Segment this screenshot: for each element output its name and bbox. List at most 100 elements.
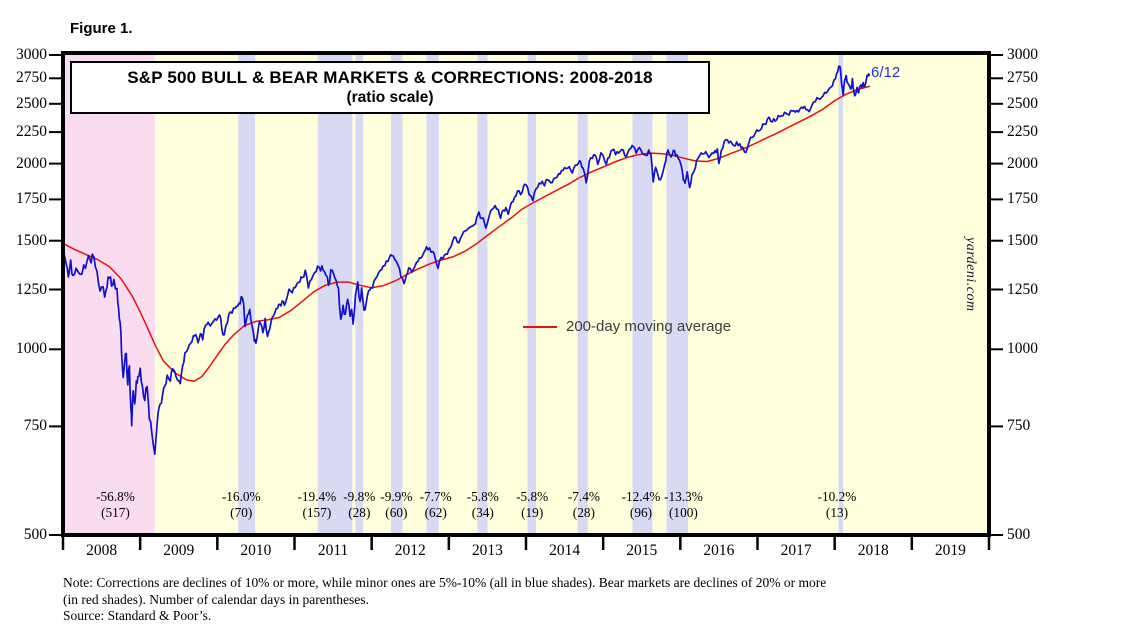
correction-shade-band — [426, 55, 439, 535]
decline-days: (28) — [572, 504, 595, 520]
correction-shade-band — [632, 55, 653, 535]
decline-percent: -5.8% — [516, 489, 549, 504]
y-axis-label-right: 1250 — [1007, 280, 1038, 298]
decline-percent: -9.8% — [343, 489, 376, 504]
price-line — [62, 65, 871, 456]
x-axis-year-label: 2012 — [394, 542, 426, 559]
plot-background — [63, 55, 989, 535]
note-line-3: Source: Standard & Poor’s. — [63, 608, 212, 623]
decline-percent: -10.2% — [817, 489, 857, 504]
x-axis-year-label: 2017 — [780, 542, 812, 559]
footnotes: Note: Corrections are declines of 10% or… — [63, 575, 826, 625]
y-axis-label-left: 1500 — [16, 231, 47, 249]
correction-shade-band — [477, 55, 488, 535]
x-axis-year-label: 2013 — [471, 542, 503, 559]
decline-percent: -5.8% — [466, 489, 499, 504]
figure-label: Figure 1. — [70, 20, 133, 37]
y-axis-label-right: 1500 — [1007, 231, 1038, 249]
y-axis-label-right: 2500 — [1007, 94, 1038, 112]
last-point-date-label: 6/12 — [871, 64, 901, 81]
y-axis-label-right: 2000 — [1007, 154, 1038, 172]
y-axis-label-right: 750 — [1007, 417, 1031, 435]
chart-title-box: S&P 500 BULL & BEAR MARKETS & CORRECTION… — [70, 61, 710, 114]
decline-days: (96) — [629, 504, 653, 520]
y-axis-label-left: 500 — [23, 526, 47, 543]
y-axis-label-right: 3000 — [1007, 46, 1038, 63]
note-line-2: (in red shades). Number of calendar days… — [63, 591, 369, 607]
x-axis-year-label: 2010 — [240, 542, 272, 559]
y-axis-label-left: 2750 — [16, 69, 47, 87]
chart-subtitle: (ratio scale) — [346, 89, 434, 106]
y-axis-label-right: 2750 — [1007, 69, 1038, 87]
decline-percent: -19.4% — [297, 489, 337, 504]
decline-days: (19) — [521, 504, 544, 520]
note-line-1: Note: Corrections are declines of 10% or… — [63, 575, 827, 590]
correction-label: -5.8% (19) — [484, 489, 580, 520]
watermark: yardeni.com — [963, 237, 978, 312]
moving-average-line — [62, 85, 871, 382]
legend: 200-day moving average — [523, 318, 731, 335]
decline-percent: -56.8% — [96, 489, 135, 504]
decline-days: (62) — [424, 504, 447, 520]
correction-shade-band — [317, 55, 353, 535]
x-axis-year-label: 2016 — [703, 542, 735, 559]
correction-label: -16.0% (70) — [193, 489, 289, 520]
y-axis-label-left: 3000 — [16, 46, 47, 63]
y-axis-label-left: 1000 — [16, 340, 47, 358]
decline-percent: -13.3% — [664, 489, 703, 504]
legend-line-swatch — [523, 325, 557, 328]
correction-label: -7.4% (28) — [536, 489, 632, 520]
y-axis-label-right: 500 — [1007, 526, 1031, 543]
x-axis-year-label: 2019 — [934, 542, 966, 559]
decline-days: (34) — [471, 504, 494, 520]
y-axis-label-left: 2250 — [16, 123, 47, 141]
chart-title: S&P 500 BULL & BEAR MARKETS & CORRECTION… — [127, 68, 653, 87]
y-axis-label-left: 2500 — [16, 94, 47, 112]
x-axis-year-label: 2008 — [86, 542, 118, 559]
correction-shade-band — [577, 55, 588, 535]
correction-label: -13.3% (100) — [635, 489, 731, 520]
correction-shade-band — [390, 55, 403, 535]
correction-shade-band — [666, 55, 689, 535]
correction-shade-band — [838, 55, 844, 535]
decline-days: (157) — [302, 504, 332, 520]
decline-days: (100) — [669, 504, 698, 520]
y-axis-label-left: 750 — [23, 417, 47, 435]
decline-days: (70) — [230, 504, 253, 520]
x-axis-year-label: 2011 — [317, 542, 349, 559]
correction-shade-band — [527, 55, 537, 535]
decline-percent: -12.4% — [621, 489, 661, 504]
decline-days: (60) — [385, 504, 408, 520]
decline-percent: -7.4% — [567, 489, 600, 504]
x-axis-year-label: 2014 — [549, 542, 581, 559]
bear-market-label: -56.8% (517) — [67, 489, 163, 520]
correction-label: -9.9% (60) — [348, 489, 444, 520]
y-axis-label-right: 2250 — [1007, 123, 1038, 141]
x-axis-year-label: 2018 — [857, 542, 889, 559]
correction-label: -12.4% (96) — [593, 489, 689, 520]
correction-label: -5.8% (34) — [435, 489, 531, 520]
correction-label: -9.8% (28) — [311, 489, 407, 520]
plot-frame — [61, 51, 991, 537]
correction-label: -19.4% (157) — [269, 489, 365, 520]
decline-days: (517) — [101, 504, 130, 520]
y-axis-label-left: 2000 — [16, 154, 47, 172]
y-axis-label-left: 1750 — [16, 190, 47, 208]
correction-label: -10.2% (13) — [789, 489, 885, 520]
decline-days: (28) — [348, 504, 371, 520]
x-axis-year-label: 2015 — [626, 542, 658, 559]
legend-label: 200-day moving average — [566, 318, 732, 335]
decline-percent: -9.9% — [380, 489, 413, 504]
decline-percent: -7.7% — [419, 489, 452, 504]
decline-percent: -16.0% — [221, 489, 261, 504]
bear-shade-band — [63, 55, 155, 535]
y-axis-label-right: 1750 — [1007, 190, 1038, 208]
decline-days: (13) — [825, 504, 849, 520]
y-axis-label-right: 1000 — [1007, 340, 1038, 358]
correction-shade-band — [238, 55, 256, 535]
y-axis-label-left: 1250 — [16, 280, 47, 298]
correction-label: -7.7% (62) — [388, 489, 484, 520]
x-axis-year-label: 2009 — [163, 542, 195, 559]
